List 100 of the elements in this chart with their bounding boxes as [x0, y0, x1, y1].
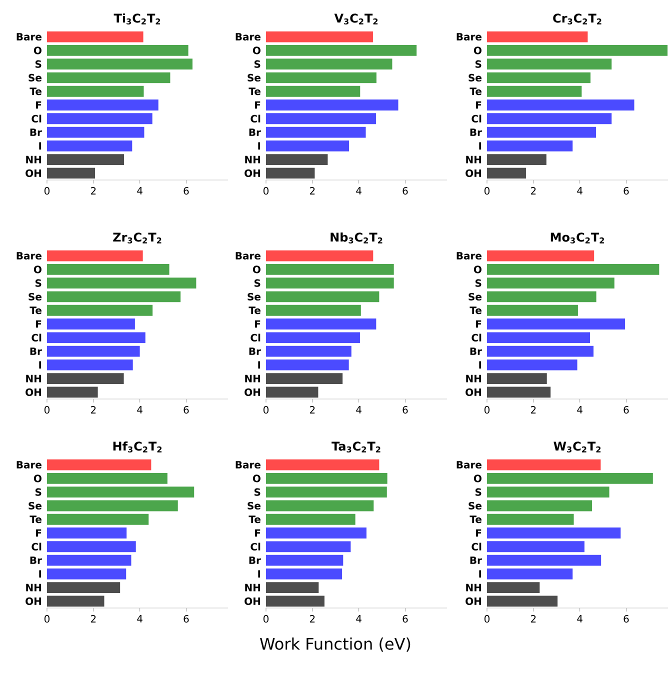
bar	[47, 72, 170, 84]
bar	[266, 45, 417, 56]
bar	[266, 31, 373, 42]
y-tick-label: Te	[248, 88, 260, 96]
y-tick-label: NH	[26, 374, 42, 382]
y-tick-label: Cl	[32, 114, 42, 123]
x-tick-label: 4	[137, 615, 142, 622]
y-tick-label: Bare	[16, 252, 42, 260]
bar	[47, 500, 178, 512]
y-tick-label: Br	[470, 348, 482, 355]
x-axis-title: Work Function (eV)	[260, 637, 410, 652]
y-tick-label: Te	[470, 516, 482, 524]
y-tick-label: O	[474, 46, 482, 54]
x-tick-label: 4	[137, 187, 142, 194]
y-tick-label: S	[475, 488, 482, 496]
bar	[487, 473, 653, 484]
y-tick-label: O	[474, 266, 482, 274]
bar	[47, 291, 181, 302]
y-tick-label: F	[476, 101, 482, 109]
x-tick-label: 6	[402, 406, 408, 414]
bar	[47, 332, 146, 344]
y-tick-label: F	[36, 529, 42, 537]
y-tick-label: Se	[468, 502, 482, 510]
bar	[487, 528, 621, 538]
bar	[266, 459, 380, 470]
chart-title: Mo$_{3}$C$_{2}$T$_{2}$	[550, 232, 604, 244]
bar	[487, 31, 588, 42]
x-tick-label: 2	[530, 615, 536, 622]
y-tick-label: Cl	[250, 334, 260, 342]
y-tick-label: Br	[30, 556, 42, 564]
bar	[266, 126, 366, 138]
x-tick-label: 4	[577, 187, 582, 194]
chart-title: Zr$_{3}$C$_{2}$T$_{2}$	[113, 232, 162, 244]
y-tick-label: OH	[244, 169, 260, 177]
y-tick-label: F	[255, 101, 260, 109]
y-tick-label: OH	[26, 169, 42, 177]
chart-title: Ti$_{3}$C$_{2}$T$_{2}$	[114, 13, 160, 24]
y-tick-label: OH	[466, 597, 482, 605]
y-tick-label: O	[34, 46, 42, 54]
y-tick-label: OH	[244, 597, 260, 605]
y-tick-label: O	[34, 266, 42, 274]
y-tick-label: S	[35, 488, 42, 496]
bar	[47, 168, 96, 179]
bar	[266, 568, 342, 580]
bar	[487, 332, 590, 344]
bar	[266, 140, 350, 152]
bar	[487, 359, 578, 370]
bar	[266, 514, 356, 525]
bar	[487, 126, 596, 138]
bar	[47, 140, 132, 152]
bar	[266, 100, 398, 110]
bar	[47, 554, 132, 566]
bar	[266, 386, 318, 398]
bar	[266, 500, 374, 512]
x-tick-label: 2	[90, 406, 96, 414]
y-tick-label: I	[258, 361, 260, 369]
bar	[266, 596, 324, 607]
bar	[487, 373, 547, 384]
bar	[487, 318, 626, 330]
y-tick-label: F	[36, 101, 42, 109]
y-tick-label: I	[479, 142, 482, 150]
y-tick-label: S	[475, 60, 482, 68]
x-tick-label: 6	[624, 187, 629, 195]
bar	[266, 554, 344, 566]
y-tick-label: Se	[248, 502, 260, 510]
y-tick-label: Cl	[32, 542, 42, 551]
bar	[47, 596, 104, 607]
bar	[266, 373, 343, 384]
bar	[487, 554, 602, 566]
y-tick-label: O	[474, 474, 482, 482]
bar	[266, 582, 319, 594]
bar	[487, 86, 582, 97]
y-tick-label: Se	[248, 74, 260, 82]
bar	[487, 582, 540, 594]
bar	[47, 278, 196, 289]
bar	[487, 264, 660, 275]
y-tick-label: Br	[470, 556, 482, 564]
x-tick-label: 0	[484, 615, 490, 623]
y-tick-label: O	[34, 474, 42, 482]
y-tick-label: Se	[468, 74, 482, 82]
y-tick-label: O	[252, 474, 260, 482]
bar	[47, 386, 98, 398]
x-tick-label: 4	[577, 615, 582, 622]
bar	[487, 72, 590, 84]
x-tick-label: 0	[263, 406, 269, 414]
bar	[266, 346, 352, 357]
y-tick-label: Se	[28, 502, 42, 510]
y-tick-label: Bare	[16, 461, 42, 469]
y-tick-label: Cl	[32, 334, 42, 342]
y-tick-label: NH	[245, 584, 260, 592]
bar	[47, 473, 168, 484]
bar	[266, 168, 315, 179]
bar	[487, 278, 614, 289]
bar	[266, 154, 328, 166]
bar	[266, 359, 349, 370]
y-tick-label: Cl	[250, 114, 260, 123]
bar	[47, 154, 124, 166]
bar	[266, 86, 360, 97]
y-tick-label: Bare	[236, 33, 260, 41]
y-tick-label: Bare	[16, 33, 42, 41]
